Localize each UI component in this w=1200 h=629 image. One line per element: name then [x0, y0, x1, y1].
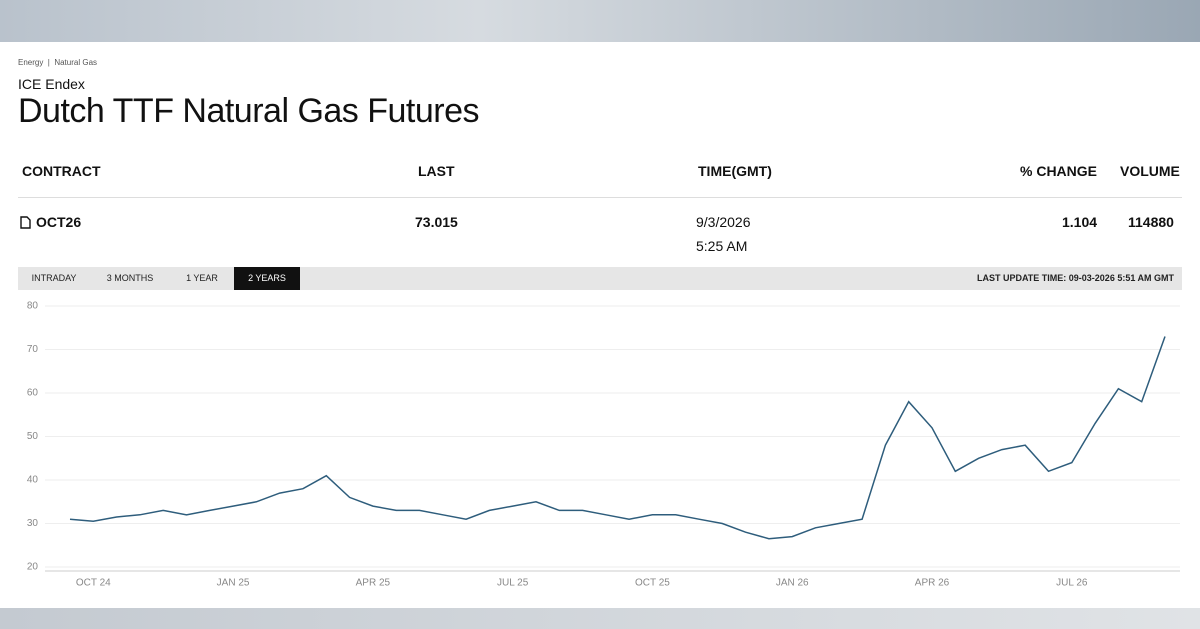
range-tab[interactable]: INTRADAY: [31, 273, 77, 283]
tab-bar: LAST UPDATE TIME: 09-03-2026 5:51 AM GMT…: [18, 267, 1182, 290]
y-tick-label: 40: [27, 475, 39, 486]
page-title: Dutch TTF Natural Gas Futures: [18, 92, 480, 130]
column-header: TIME(GMT): [698, 163, 772, 179]
y-tick-label: 20: [27, 562, 39, 573]
y-tick-label: 70: [27, 344, 39, 355]
column-header: LAST: [418, 163, 455, 179]
y-tick-label: 80: [27, 301, 39, 312]
column-header: % CHANGE: [1020, 163, 1098, 179]
time: 5:25 AM: [696, 238, 748, 254]
y-tick-label: 60: [27, 388, 39, 399]
footer-band: [0, 608, 1200, 629]
range-tab[interactable]: 2 YEARS: [234, 267, 300, 290]
contract-icon: [20, 216, 31, 229]
breadcrumb-link[interactable]: Natural Gas: [54, 58, 98, 67]
breadcrumb: Energy | Natural Gas: [18, 58, 98, 67]
x-tick-label: OCT 24: [76, 578, 111, 589]
separator: [18, 197, 1182, 198]
breadcrumb-link[interactable]: Energy: [18, 58, 44, 67]
x-tick-label: JAN 25: [217, 578, 250, 589]
x-tick-label: JAN 26: [776, 578, 809, 589]
last-price: 73.015: [415, 214, 458, 230]
x-tick-label: APR 25: [356, 578, 391, 589]
column-header: CONTRACT: [22, 163, 101, 179]
y-tick-label: 50: [27, 431, 39, 442]
time: 9/3/2026: [696, 214, 751, 230]
contract[interactable]: OCT26: [36, 214, 82, 230]
price-line: [69, 336, 1166, 540]
chart: 20 30 40 50 60 70 80 OCT 24 JAN 25 APR 25 JUL 25 OC…: [27, 301, 1180, 589]
quote-card: Energy | Natural Gas ICE Endex Dutch TTF…: [0, 42, 1200, 608]
last-update: LAST UPDATE TIME: 09-03-2026 5:51 AM GMT: [976, 273, 1174, 283]
banner: [0, 0, 1200, 42]
x-tick-label: APR 26: [915, 578, 950, 589]
volume: 114880: [1128, 214, 1174, 230]
x-tick-label: OCT 25: [635, 578, 670, 589]
x-tick-label: JUL 26: [1056, 578, 1088, 589]
x-tick-label: JUL 25: [497, 578, 529, 589]
percent-change: 1.104: [1062, 214, 1098, 230]
range-tab[interactable]: 3 MONTHS: [106, 273, 154, 283]
y-tick-label: 30: [27, 518, 39, 529]
column-header: VOLUME: [1120, 163, 1180, 179]
exchange: ICE Endex: [18, 76, 85, 92]
range-tab[interactable]: 1 YEAR: [186, 273, 218, 283]
